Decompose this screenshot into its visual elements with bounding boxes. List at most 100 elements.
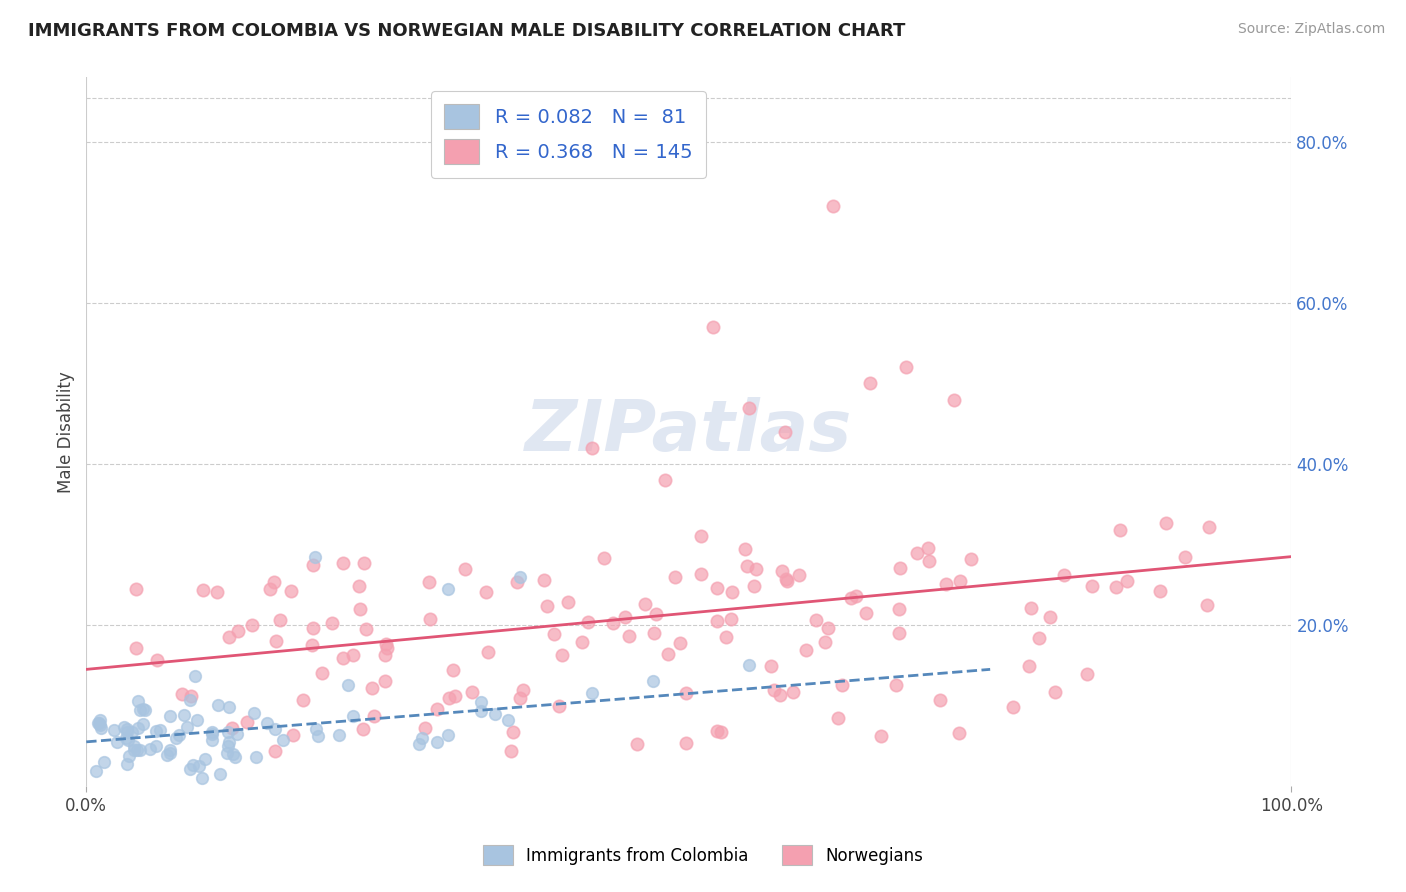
Point bbox=[1105, 580, 1128, 594]
Point bbox=[1018, 659, 1040, 673]
Point bbox=[804, 613, 827, 627]
Point bbox=[905, 546, 928, 560]
Point bbox=[124, 582, 146, 597]
Point bbox=[408, 737, 430, 751]
Point bbox=[948, 726, 970, 740]
Point bbox=[283, 727, 305, 741]
Point bbox=[496, 713, 519, 727]
Point bbox=[259, 582, 281, 596]
Point bbox=[302, 621, 325, 635]
Point bbox=[134, 703, 156, 717]
Point bbox=[173, 708, 195, 723]
Point bbox=[240, 618, 263, 632]
Point bbox=[419, 612, 441, 626]
Point bbox=[614, 610, 637, 624]
Point bbox=[714, 630, 737, 644]
Point bbox=[132, 702, 155, 716]
Point bbox=[710, 725, 733, 739]
Point bbox=[374, 648, 396, 662]
Point bbox=[302, 558, 325, 573]
Point bbox=[720, 612, 742, 626]
Point bbox=[626, 737, 648, 751]
Point bbox=[125, 641, 148, 656]
Point bbox=[170, 687, 193, 701]
Point bbox=[187, 759, 209, 773]
Point bbox=[349, 602, 371, 616]
Point bbox=[443, 690, 465, 704]
Point bbox=[374, 637, 396, 651]
Point bbox=[411, 731, 433, 746]
Point bbox=[149, 723, 172, 737]
Point bbox=[762, 682, 785, 697]
Point bbox=[1043, 684, 1066, 698]
Text: Source: ZipAtlas.com: Source: ZipAtlas.com bbox=[1237, 22, 1385, 37]
Point bbox=[889, 560, 911, 574]
Point bbox=[782, 684, 804, 698]
Point bbox=[118, 748, 141, 763]
Point bbox=[307, 730, 329, 744]
Point bbox=[145, 724, 167, 739]
Point bbox=[738, 401, 761, 415]
Point bbox=[1198, 520, 1220, 534]
Point bbox=[121, 725, 143, 739]
Point bbox=[115, 731, 138, 746]
Point bbox=[426, 735, 449, 749]
Point bbox=[475, 585, 498, 599]
Point bbox=[127, 721, 149, 735]
Point bbox=[502, 725, 524, 739]
Point bbox=[664, 570, 686, 584]
Point bbox=[413, 721, 436, 735]
Point bbox=[127, 694, 149, 708]
Point bbox=[817, 621, 839, 635]
Point bbox=[207, 585, 229, 599]
Point bbox=[107, 735, 129, 749]
Point bbox=[304, 549, 326, 564]
Point bbox=[190, 771, 212, 785]
Point bbox=[1149, 584, 1171, 599]
Point bbox=[146, 653, 169, 667]
Point bbox=[226, 624, 249, 639]
Point bbox=[264, 634, 287, 648]
Point bbox=[342, 709, 364, 723]
Point bbox=[292, 693, 315, 707]
Point bbox=[418, 574, 440, 589]
Point bbox=[218, 630, 240, 644]
Point bbox=[131, 717, 153, 731]
Point bbox=[93, 755, 115, 769]
Point bbox=[181, 758, 204, 772]
Point bbox=[242, 706, 264, 720]
Point bbox=[1053, 568, 1076, 582]
Point bbox=[641, 673, 664, 688]
Point bbox=[321, 616, 343, 631]
Point bbox=[217, 724, 239, 739]
Point bbox=[245, 750, 267, 764]
Point bbox=[112, 720, 135, 734]
Point bbox=[581, 686, 603, 700]
Point bbox=[689, 529, 711, 543]
Point bbox=[256, 715, 278, 730]
Point bbox=[576, 615, 599, 630]
Legend: R = 0.082   N =  81, R = 0.368   N = 145: R = 0.082 N = 81, R = 0.368 N = 145 bbox=[430, 91, 706, 178]
Point bbox=[839, 591, 862, 605]
Point bbox=[201, 727, 224, 741]
Point bbox=[668, 636, 690, 650]
Point bbox=[855, 606, 877, 620]
Point bbox=[103, 723, 125, 738]
Point bbox=[1028, 632, 1050, 646]
Point bbox=[352, 722, 374, 736]
Point bbox=[770, 564, 793, 578]
Point bbox=[332, 556, 354, 570]
Point bbox=[543, 627, 565, 641]
Point bbox=[125, 742, 148, 756]
Point bbox=[548, 699, 571, 714]
Point bbox=[536, 599, 558, 613]
Point bbox=[675, 686, 697, 700]
Point bbox=[1076, 667, 1098, 681]
Point bbox=[89, 718, 111, 732]
Point bbox=[1039, 610, 1062, 624]
Point bbox=[706, 615, 728, 629]
Point bbox=[619, 629, 641, 643]
Point bbox=[759, 658, 782, 673]
Point bbox=[263, 744, 285, 758]
Point bbox=[501, 744, 523, 758]
